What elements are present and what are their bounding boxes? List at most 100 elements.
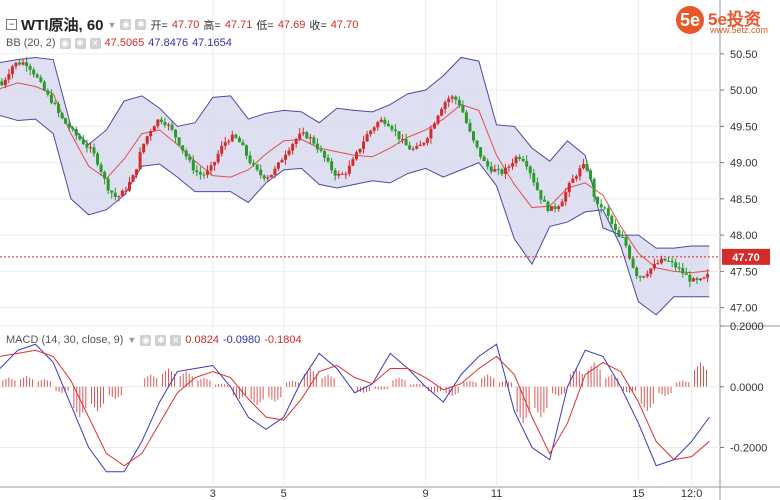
candle-body[interactable] [25, 62, 29, 67]
candle-body[interactable] [422, 142, 426, 145]
candle-body[interactable] [74, 129, 78, 136]
candle-body[interactable] [124, 190, 128, 192]
candle-body[interactable] [354, 152, 358, 160]
candle-body[interactable] [49, 94, 53, 103]
candle-body[interactable] [482, 156, 486, 161]
candle-body[interactable] [528, 166, 532, 174]
candle-body[interactable] [340, 173, 344, 175]
candle-body[interactable] [698, 278, 702, 281]
candle-body[interactable] [103, 171, 107, 179]
gear-icon[interactable]: ✱ [74, 37, 86, 49]
close-icon[interactable]: ✕ [89, 37, 101, 49]
candle-body[interactable] [386, 123, 390, 127]
candle-body[interactable] [461, 105, 465, 113]
macd-indicator-name[interactable]: MACD (14, 30, close, 9) [6, 334, 124, 346]
candle-body[interactable] [656, 263, 660, 265]
candle-body[interactable] [702, 277, 706, 279]
candle-body[interactable] [315, 143, 319, 150]
candle-body[interactable] [606, 208, 610, 216]
candle-body[interactable] [64, 118, 68, 124]
candle-body[interactable] [493, 169, 497, 172]
candle-body[interactable] [347, 165, 351, 174]
candle-body[interactable] [425, 138, 429, 143]
candle-body[interactable] [209, 165, 213, 171]
candle-body[interactable] [213, 162, 217, 166]
eye-icon[interactable]: ◉ [59, 37, 71, 49]
candle-body[interactable] [273, 168, 277, 175]
candle-body[interactable] [454, 96, 458, 100]
candle-body[interactable] [3, 79, 7, 86]
candle-body[interactable] [525, 160, 529, 167]
candle-body[interactable] [663, 258, 667, 261]
candle-body[interactable] [560, 201, 564, 207]
candle-body[interactable] [457, 99, 461, 106]
candle-body[interactable] [645, 273, 649, 277]
candle-body[interactable] [539, 190, 543, 200]
candle-body[interactable] [706, 274, 710, 278]
candle-body[interactable] [372, 127, 376, 131]
candle-body[interactable] [237, 137, 241, 143]
candle-body[interactable] [262, 175, 266, 179]
candle-body[interactable] [323, 150, 327, 158]
candle-body[interactable] [142, 143, 146, 153]
candle-body[interactable] [408, 145, 412, 150]
candle-body[interactable] [110, 190, 114, 193]
candle-body[interactable] [489, 166, 493, 172]
candle-body[interactable] [32, 69, 36, 75]
candle-body[interactable] [578, 168, 582, 177]
candle-body[interactable] [401, 139, 405, 141]
candle-body[interactable] [344, 173, 348, 175]
candle-body[interactable] [486, 160, 490, 167]
candle-body[interactable] [471, 131, 475, 141]
candle-body[interactable] [443, 102, 447, 110]
candle-body[interactable] [252, 163, 256, 165]
candle-body[interactable] [57, 104, 61, 113]
candle-body[interactable] [308, 137, 312, 139]
candle-body[interactable] [205, 170, 209, 175]
candle-body[interactable] [326, 157, 330, 162]
candle-body[interactable] [223, 142, 227, 146]
candle-body[interactable] [245, 145, 249, 156]
candle-body[interactable] [284, 154, 288, 160]
macd-panel[interactable] [0, 343, 710, 473]
candle-body[interactable] [166, 124, 170, 126]
candle-body[interactable] [557, 206, 561, 209]
candle-body[interactable] [88, 147, 92, 149]
candle-body[interactable] [585, 163, 589, 171]
candle-body[interactable] [35, 74, 39, 78]
candle-body[interactable] [393, 129, 397, 132]
candle-body[interactable] [198, 172, 202, 175]
candle-body[interactable] [415, 145, 419, 149]
candle-body[interactable] [7, 74, 11, 80]
chevron-down-icon[interactable]: ▼ [107, 19, 117, 30]
candle-body[interactable] [184, 150, 188, 157]
candle-body[interactable] [652, 263, 656, 269]
candle-body[interactable] [202, 174, 206, 176]
candle-body[interactable] [667, 260, 671, 262]
candle-body[interactable] [319, 149, 323, 151]
candle-body[interactable] [159, 119, 163, 122]
candle-body[interactable] [18, 62, 22, 65]
candle-body[interactable] [404, 139, 408, 146]
candle-body[interactable] [241, 142, 245, 146]
candle-body[interactable] [695, 278, 699, 281]
candle-body[interactable] [553, 206, 557, 209]
candle-body[interactable] [220, 145, 224, 154]
candle-body[interactable] [21, 62, 25, 65]
candle-body[interactable] [642, 276, 646, 278]
candle-body[interactable] [248, 155, 252, 164]
candle-body[interactable] [532, 173, 536, 183]
candle-body[interactable] [592, 179, 596, 197]
candle-body[interactable] [464, 112, 468, 123]
candle-body[interactable] [181, 145, 185, 151]
candle-body[interactable] [535, 182, 539, 191]
candle-body[interactable] [312, 137, 316, 144]
candle-body[interactable] [628, 245, 632, 259]
candle-body[interactable] [518, 156, 522, 159]
candle-body[interactable] [280, 159, 284, 163]
candle-body[interactable] [227, 141, 231, 143]
candle-body[interactable] [468, 122, 472, 132]
candle-body[interactable] [92, 147, 96, 154]
candle-body[interactable] [376, 122, 380, 128]
